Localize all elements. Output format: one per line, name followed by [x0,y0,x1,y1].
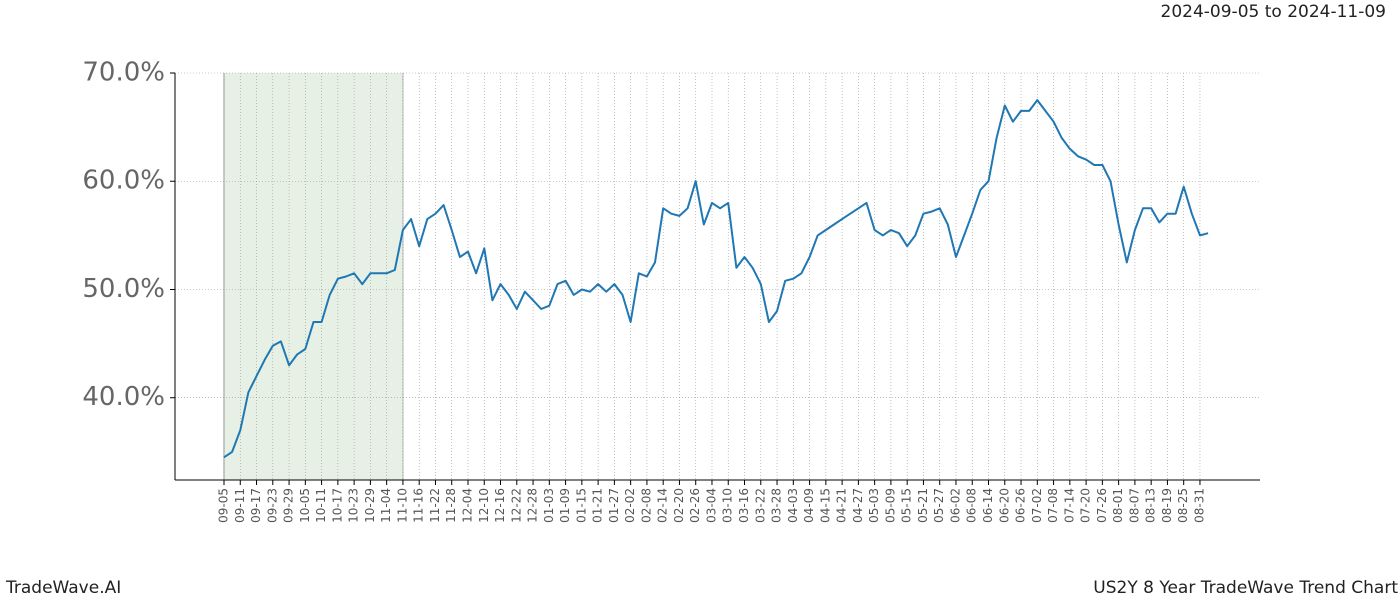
x-tick-label: 01-27 [607,488,621,523]
x-tick-label: 08-19 [1160,488,1174,523]
x-tick-label: 11-28 [444,488,458,523]
x-tick-label: 11-16 [412,488,426,523]
x-tick-label: 12-22 [509,488,523,523]
x-tick-label: 03-28 [770,488,784,523]
x-tick-label: 11-22 [428,488,442,523]
x-tick-label: 04-15 [818,488,832,523]
x-tick-label: 01-09 [558,488,572,523]
date-range: 2024-09-05 to 2024-11-09 [1161,2,1386,22]
y-tick-label: 40.0% [82,382,165,412]
x-tick-label: 10-17 [330,488,344,523]
x-tick-label: 12-10 [477,488,491,523]
x-tick-label: 01-03 [542,488,556,523]
x-tick-label: 05-15 [900,488,914,523]
x-tick-label: 05-03 [867,488,881,523]
x-tick-label: 09-11 [233,488,247,523]
x-tick-label: 06-02 [948,488,962,523]
x-tick-label: 07-26 [1095,488,1109,523]
x-tick-label: 10-23 [347,488,361,523]
x-tick-label: 03-10 [721,488,735,523]
x-tick-label: 01-21 [591,488,605,523]
x-tick-label: 11-10 [395,488,409,523]
x-tick-label: 01-15 [574,488,588,523]
x-tick-label: 08-13 [1144,488,1158,523]
x-tick-label: 10-29 [363,488,377,523]
x-tick-label: 04-21 [835,488,849,523]
x-tick-label: 02-20 [672,488,686,523]
x-tick-label: 08-01 [1111,488,1125,523]
x-tick-label: 10-11 [314,488,328,523]
x-tick-label: 08-25 [1176,488,1190,523]
chart-name: US2Y 8 Year TradeWave Trend Chart [1093,578,1398,598]
x-tick-label: 07-20 [1079,488,1093,523]
y-tick-label: 60.0% [82,166,165,196]
brand: TradeWave.AI [5,578,121,598]
x-tick-label: 12-16 [493,488,507,523]
x-tick-label: 06-08 [965,488,979,523]
x-tick-label: 05-21 [916,488,930,523]
x-tick-label: 03-04 [704,488,718,523]
x-tick-label: 02-02 [623,488,637,523]
trend-line [223,99,1209,459]
x-tick-label: 09-05 [217,488,231,523]
y-tick-label: 70.0% [82,58,165,88]
x-tick-label: 06-14 [981,488,995,523]
x-tick-label: 05-27 [932,488,946,523]
x-tick-label: 06-26 [1014,488,1028,523]
x-tick-label: 04-03 [786,488,800,523]
x-tick-label: 02-26 [688,488,702,523]
x-tick-label: 12-28 [526,488,540,523]
x-tick-label: 08-31 [1192,488,1206,523]
x-tick-label: 08-07 [1127,488,1141,523]
x-tick-label: 07-08 [1046,488,1060,523]
x-tick-label: 09-17 [249,488,263,523]
x-tick-label: 09-23 [265,488,279,523]
x-tick-label: 04-27 [851,488,865,523]
x-tick-label: 02-14 [656,488,670,523]
y-tick-label: 50.0% [82,274,165,304]
x-tick-label: 10-05 [298,488,312,523]
x-tick-label: 07-02 [1030,488,1044,523]
highlight-band [224,73,403,480]
x-tick-label: 07-14 [1062,488,1076,523]
x-tick-label: 06-20 [997,488,1011,523]
x-tick-label: 05-09 [883,488,897,523]
x-tick-label: 03-22 [753,488,767,523]
x-tick-label: 11-04 [379,488,393,523]
x-tick-label: 04-09 [802,488,816,523]
x-tick-label: 02-08 [639,488,653,523]
x-tick-label: 12-04 [460,488,474,523]
x-tick-label: 09-29 [282,488,296,523]
x-tick-label: 03-16 [737,488,751,523]
